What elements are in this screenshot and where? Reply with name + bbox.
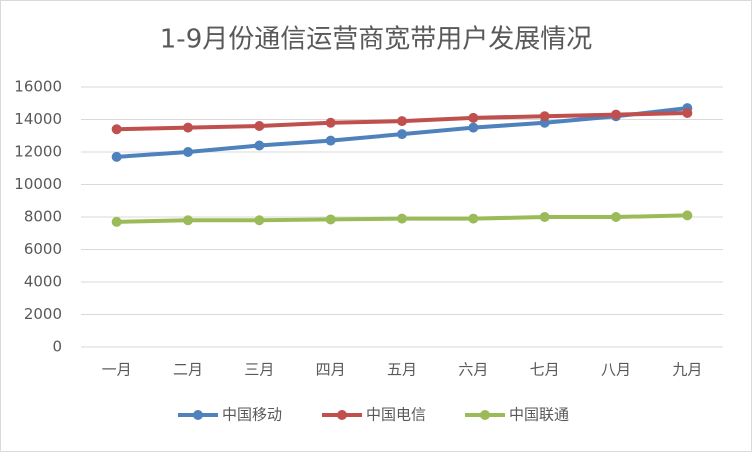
y-tick-label: 0 [52, 338, 62, 356]
point [254, 215, 265, 226]
x-tick-label: 九月 [672, 361, 702, 379]
point [397, 213, 407, 224]
x-tick-label: 二月 [173, 361, 203, 379]
point [468, 213, 479, 224]
y-tick-label: 8000 [24, 208, 62, 226]
x-tick-label: 三月 [244, 361, 274, 379]
x-tick-label: 六月 [458, 361, 488, 379]
point [254, 140, 265, 151]
y-tick-label: 2000 [24, 305, 62, 323]
point [468, 112, 479, 123]
legend-marker [480, 410, 490, 420]
x-tick-label: 一月 [102, 361, 132, 379]
point [254, 121, 265, 131]
point [111, 124, 122, 135]
x-tick-label: 七月 [530, 361, 560, 379]
point [682, 210, 693, 221]
point [183, 147, 193, 157]
point [611, 212, 621, 222]
x-tick-label: 八月 [601, 361, 631, 379]
point [397, 129, 407, 140]
legend-label: 中国移动 [222, 406, 282, 424]
legend-marker [193, 410, 203, 420]
point [111, 216, 122, 227]
point [539, 212, 550, 222]
x-tick-label: 五月 [387, 361, 417, 379]
y-tick-label: 16000 [14, 78, 62, 96]
y-tick-label: 14000 [14, 110, 62, 128]
point [539, 111, 550, 122]
point [611, 109, 621, 120]
point [111, 151, 122, 162]
y-tick-label: 12000 [14, 143, 62, 161]
point [183, 215, 193, 226]
legend-label: 中国电信 [366, 406, 426, 424]
point [325, 135, 336, 146]
y-tick-label: 4000 [24, 273, 62, 291]
chart-title: 1-9月份通信运营商宽带用户发展情况 [160, 25, 592, 55]
y-tick-label: 6000 [24, 240, 62, 258]
x-tick-label: 四月 [316, 361, 346, 379]
y-tick-label: 10000 [14, 175, 62, 193]
point [325, 214, 336, 225]
point [468, 122, 479, 133]
point [325, 117, 336, 128]
legend-label: 中国联通 [509, 406, 569, 424]
legend-marker [337, 410, 347, 420]
point [397, 116, 407, 127]
point [682, 108, 693, 118]
point [183, 122, 193, 133]
